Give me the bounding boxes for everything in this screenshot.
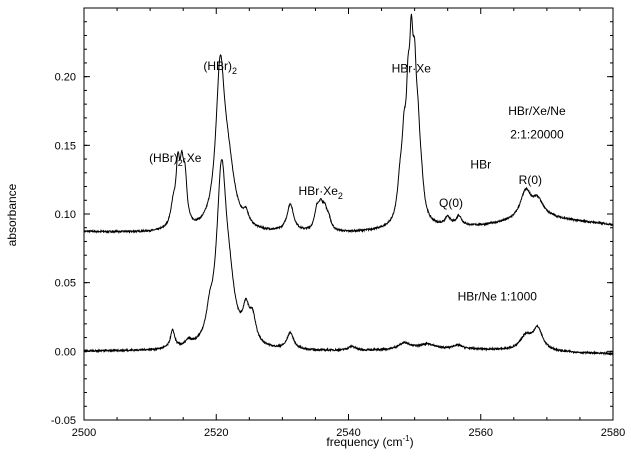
y-tick-label: 0.20 [55, 72, 76, 84]
x-tick-label: 2500 [72, 427, 96, 439]
plot-frame [83, 7, 614, 421]
y-tick-label: -0.05 [51, 415, 76, 427]
x-axis-label-end: ) [410, 435, 414, 449]
y-tick-label: 0.05 [55, 278, 76, 290]
y-tick-label: 0.15 [55, 140, 76, 152]
peak-annotation: HBr/Xe/Ne [508, 104, 566, 118]
y-tick-label: 0.10 [55, 209, 76, 221]
y-tick-label: 0.00 [55, 346, 76, 358]
x-axis-label: frequency (cm-1) [326, 434, 413, 449]
x-tick-label: 2540 [336, 427, 360, 439]
peak-annotation: R(0) [519, 173, 542, 187]
peak-annotation: Q(0) [439, 196, 463, 210]
spectrum-series-2 [83, 159, 614, 357]
peak-annotation: 2:1:20000 [510, 127, 564, 141]
peak-annotation: HBr·Xe [392, 62, 432, 76]
peak-annotation: HBr [470, 158, 491, 172]
series-layer [83, 13, 614, 357]
spectrum-series-1 [83, 13, 614, 235]
y-axis-label: absorbance [5, 183, 19, 246]
x-axis-label-main: frequency (cm [326, 435, 402, 449]
x-axis-label-superscript: -1 [402, 434, 410, 443]
peak-annotation: (HBr)2 [203, 59, 237, 76]
x-tick-label: 2580 [601, 427, 625, 439]
peak-annotation: HBr/Ne 1:1000 [458, 290, 538, 304]
peak-annotation: HBr·Xe2 [299, 184, 343, 201]
peak-annotation: (HBr)2·Xe [149, 151, 202, 168]
annotation-layer: (HBr)2·Xe (HBr)2 HBr·Xe2 HBr·Xe HBr/Xe/Ne 2:1… [149, 59, 566, 304]
axis-ticks: 2500 2520 2540 2560 2580 -0.05 0.00 0.05 0.10 0.1… [51, 7, 625, 439]
plot-area-border [83, 7, 614, 421]
x-tick-label: 2520 [204, 427, 228, 439]
x-tick-label: 2560 [469, 427, 493, 439]
